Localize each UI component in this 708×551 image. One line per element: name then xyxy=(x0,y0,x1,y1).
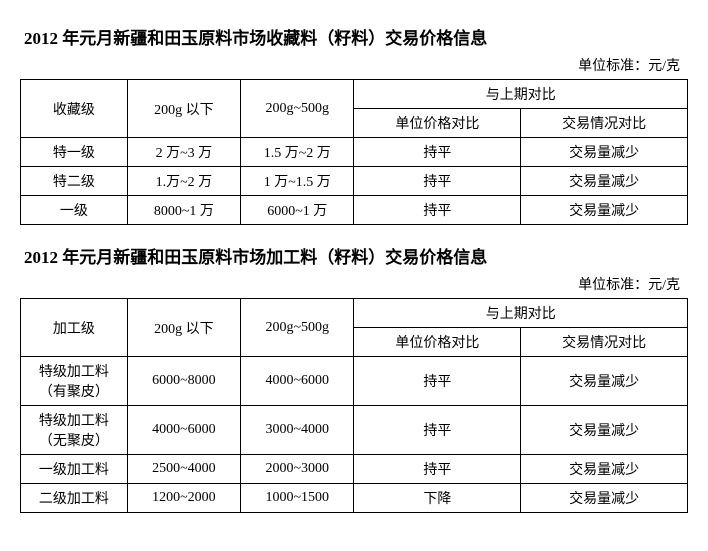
table-row: 一级 8000~1 万 6000~1 万 持平 交易量减少 xyxy=(21,196,688,225)
cell-c2: 2000~3000 xyxy=(241,455,354,484)
cell-vol: 交易量减少 xyxy=(521,484,688,513)
cell-vol: 交易量减少 xyxy=(521,167,688,196)
table-processing: 加工级 200g 以下 200g~500g 与上期对比 单位价格对比 交易情况对… xyxy=(20,298,688,513)
header-col2: 200g~500g xyxy=(241,80,354,138)
cell-c2: 4000~6000 xyxy=(241,357,354,406)
cell-c1: 2500~4000 xyxy=(127,455,240,484)
section2-title: 2012 年元月新疆和田玉原料市场加工料（籽料）交易价格信息 xyxy=(24,243,688,268)
cell-vol: 交易量减少 xyxy=(521,455,688,484)
table-row: 一级加工料 2500~4000 2000~3000 持平 交易量减少 xyxy=(21,455,688,484)
cell-c1: 6000~8000 xyxy=(127,357,240,406)
table-row: 特级加工料（有聚皮） 6000~8000 4000~6000 持平 交易量减少 xyxy=(21,357,688,406)
cell-c2: 1.5 万~2 万 xyxy=(241,138,354,167)
header-col1: 200g 以下 xyxy=(127,299,240,357)
cell-price: 持平 xyxy=(354,167,521,196)
header-compare-group: 与上期对比 xyxy=(354,80,688,109)
cell-c2: 1 万~1.5 万 xyxy=(241,167,354,196)
cell-c1: 1.万~2 万 xyxy=(127,167,240,196)
cell-c2: 1000~1500 xyxy=(241,484,354,513)
cell-c2: 6000~1 万 xyxy=(241,196,354,225)
cell-c1: 1200~2000 xyxy=(127,484,240,513)
cell-c1: 8000~1 万 xyxy=(127,196,240,225)
header-compare-price: 单位价格对比 xyxy=(354,328,521,357)
header-compare-vol: 交易情况对比 xyxy=(521,109,688,138)
cell-vol: 交易量减少 xyxy=(521,196,688,225)
cell-vol: 交易量减少 xyxy=(521,138,688,167)
table-row: 特二级 1.万~2 万 1 万~1.5 万 持平 交易量减少 xyxy=(21,167,688,196)
cell-grade: 特级加工料（有聚皮） xyxy=(21,357,128,406)
cell-grade: 二级加工料 xyxy=(21,484,128,513)
table-row: 特一级 2 万~3 万 1.5 万~2 万 持平 交易量减少 xyxy=(21,138,688,167)
section1-title: 2012 年元月新疆和田玉原料市场收藏料（籽料）交易价格信息 xyxy=(24,24,688,49)
table-row: 二级加工料 1200~2000 1000~1500 下降 交易量减少 xyxy=(21,484,688,513)
header-col2: 200g~500g xyxy=(241,299,354,357)
cell-grade: 一级 xyxy=(21,196,128,225)
header-compare-vol: 交易情况对比 xyxy=(521,328,688,357)
cell-c1: 4000~6000 xyxy=(127,406,240,455)
header-compare-price: 单位价格对比 xyxy=(354,109,521,138)
header-compare-group: 与上期对比 xyxy=(354,299,688,328)
cell-price: 持平 xyxy=(354,196,521,225)
cell-vol: 交易量减少 xyxy=(521,357,688,406)
header-grade: 收藏级 xyxy=(21,80,128,138)
cell-grade: 特级加工料（无聚皮） xyxy=(21,406,128,455)
header-grade: 加工级 xyxy=(21,299,128,357)
table-header-row: 加工级 200g 以下 200g~500g 与上期对比 xyxy=(21,299,688,328)
section1-unit: 单位标准：元/克 xyxy=(20,55,680,75)
cell-price: 持平 xyxy=(354,357,521,406)
cell-vol: 交易量减少 xyxy=(521,406,688,455)
table-header-row: 收藏级 200g 以下 200g~500g 与上期对比 xyxy=(21,80,688,109)
cell-c1: 2 万~3 万 xyxy=(127,138,240,167)
cell-grade: 特二级 xyxy=(21,167,128,196)
cell-grade: 一级加工料 xyxy=(21,455,128,484)
cell-price: 持平 xyxy=(354,406,521,455)
section2-unit: 单位标准：元/克 xyxy=(20,274,680,294)
cell-c2: 3000~4000 xyxy=(241,406,354,455)
cell-price: 下降 xyxy=(354,484,521,513)
cell-grade: 特一级 xyxy=(21,138,128,167)
cell-price: 持平 xyxy=(354,138,521,167)
cell-price: 持平 xyxy=(354,455,521,484)
header-col1: 200g 以下 xyxy=(127,80,240,138)
table-collection: 收藏级 200g 以下 200g~500g 与上期对比 单位价格对比 交易情况对… xyxy=(20,79,688,225)
table-row: 特级加工料（无聚皮） 4000~6000 3000~4000 持平 交易量减少 xyxy=(21,406,688,455)
